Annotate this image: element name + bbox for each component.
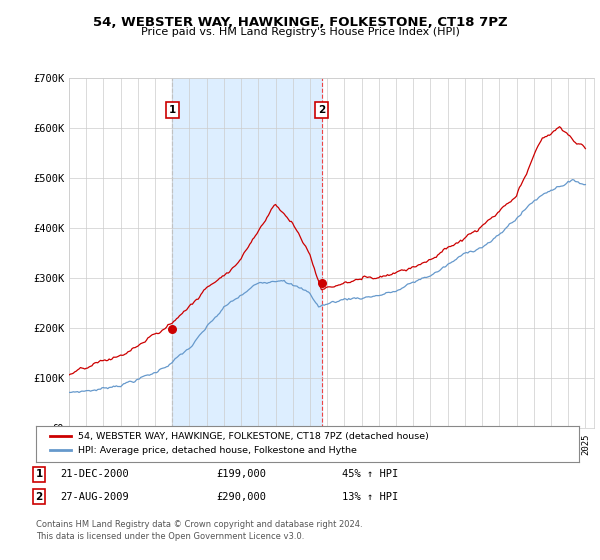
Text: 13% ↑ HPI: 13% ↑ HPI	[342, 492, 398, 502]
Text: 2: 2	[35, 492, 43, 502]
Text: £199,000: £199,000	[216, 469, 266, 479]
Text: Price paid vs. HM Land Registry's House Price Index (HPI): Price paid vs. HM Land Registry's House …	[140, 27, 460, 37]
Text: 2: 2	[318, 105, 325, 115]
Point	[167, 324, 177, 333]
Text: 54, WEBSTER WAY, HAWKINGE, FOLKESTONE, CT18 7PZ: 54, WEBSTER WAY, HAWKINGE, FOLKESTONE, C…	[92, 16, 508, 29]
Text: £290,000: £290,000	[216, 492, 266, 502]
Point	[317, 279, 326, 288]
Text: 27-AUG-2009: 27-AUG-2009	[60, 492, 129, 502]
Text: 1: 1	[169, 105, 176, 115]
Text: This data is licensed under the Open Government Licence v3.0.: This data is licensed under the Open Gov…	[36, 532, 304, 541]
Text: 21-DEC-2000: 21-DEC-2000	[60, 469, 129, 479]
Text: 1: 1	[35, 469, 43, 479]
Text: Contains HM Land Registry data © Crown copyright and database right 2024.: Contains HM Land Registry data © Crown c…	[36, 520, 362, 529]
Legend: 54, WEBSTER WAY, HAWKINGE, FOLKESTONE, CT18 7PZ (detached house), HPI: Average p: 54, WEBSTER WAY, HAWKINGE, FOLKESTONE, C…	[46, 428, 433, 459]
Text: 45% ↑ HPI: 45% ↑ HPI	[342, 469, 398, 479]
Bar	[172, 78, 322, 428]
